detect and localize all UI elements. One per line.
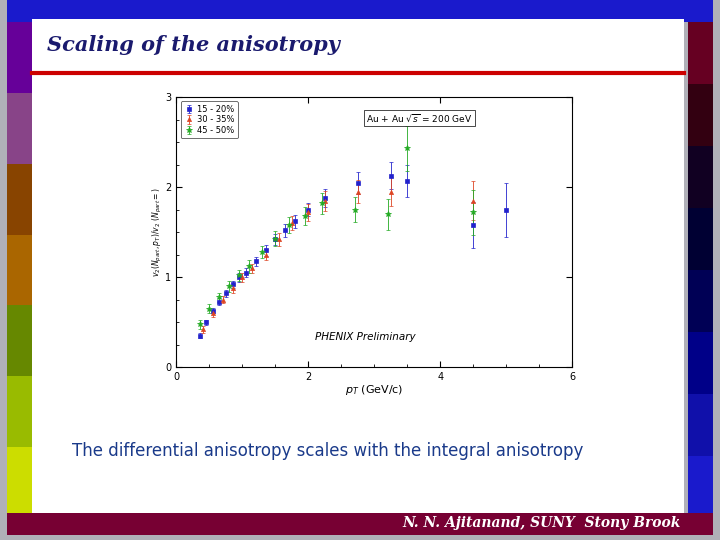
Bar xyxy=(7,92,32,164)
Bar xyxy=(688,332,713,394)
Bar xyxy=(7,234,32,306)
Bar xyxy=(688,22,713,84)
Bar xyxy=(688,146,713,208)
X-axis label: $p_T$ (GeV/c): $p_T$ (GeV/c) xyxy=(345,383,404,397)
Bar xyxy=(7,0,713,22)
Text: Au + Au $\sqrt{s}$ = 200 GeV: Au + Au $\sqrt{s}$ = 200 GeV xyxy=(366,112,473,124)
Text: PHENIX Preliminary: PHENIX Preliminary xyxy=(315,332,415,342)
Bar xyxy=(7,448,32,518)
Bar xyxy=(7,22,32,92)
Bar xyxy=(688,270,713,332)
Text: The differential anisotropy scales with the integral anisotropy: The differential anisotropy scales with … xyxy=(72,442,583,460)
Text: N. N. Ajitanand, SUNY  Stony Brook: N. N. Ajitanand, SUNY Stony Brook xyxy=(402,516,680,530)
Bar xyxy=(688,456,713,518)
Bar xyxy=(7,513,713,535)
Bar xyxy=(688,394,713,456)
Legend: 15 - 20%, 30 - 35%, 45 - 50%: 15 - 20%, 30 - 35%, 45 - 50% xyxy=(181,102,238,138)
Bar xyxy=(7,376,32,448)
Bar xyxy=(688,208,713,270)
Bar xyxy=(7,306,32,376)
Text: Scaling of the anisotropy: Scaling of the anisotropy xyxy=(47,35,340,55)
Bar xyxy=(688,84,713,146)
Y-axis label: $v_2(N_{part},p_T)/v_2\ (N_{part}=)$: $v_2(N_{part},p_T)/v_2\ (N_{part}=)$ xyxy=(150,187,164,277)
Bar xyxy=(32,19,684,70)
Bar xyxy=(7,164,32,234)
